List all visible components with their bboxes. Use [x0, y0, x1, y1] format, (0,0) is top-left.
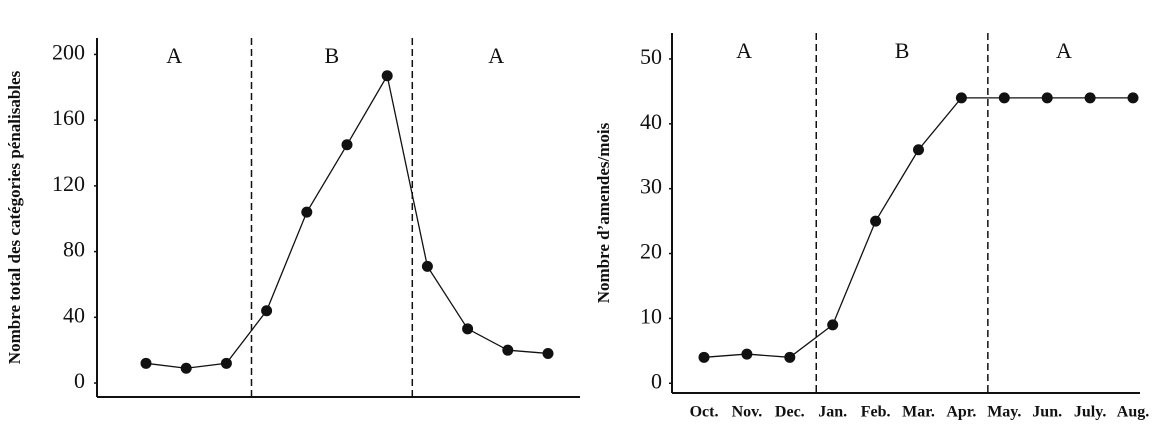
data-point	[1041, 92, 1053, 104]
y-tick-label: 0	[74, 368, 85, 393]
data-point	[998, 92, 1010, 104]
data-point	[140, 357, 152, 369]
data-point	[955, 92, 967, 104]
phase-label: B	[325, 43, 340, 68]
x-tick-label: Mar.	[902, 404, 935, 421]
x-tick-label: Aug.	[1117, 404, 1149, 421]
data-point	[870, 215, 882, 227]
data-point	[1084, 92, 1096, 104]
y-tick-label: 160	[52, 105, 85, 130]
data-point	[421, 260, 433, 272]
data-point	[341, 139, 353, 151]
x-tick-label: Nov.	[732, 404, 763, 421]
x-tick-label: Feb.	[861, 404, 891, 421]
data-point	[220, 357, 232, 369]
phase-label: A	[736, 38, 752, 63]
x-tick-label: July.	[1074, 404, 1106, 421]
data-point	[301, 206, 313, 218]
x-tick-label: Oct.	[690, 404, 719, 421]
data-point	[502, 344, 514, 356]
data-point	[261, 305, 273, 317]
phase-label: A	[166, 43, 182, 68]
data-point	[180, 362, 192, 374]
data-point	[827, 319, 839, 331]
x-tick-label: Apr.	[946, 404, 976, 421]
y-axis-title: Nombre d’amendes/mois	[594, 122, 613, 303]
data-point	[741, 348, 753, 360]
data-point	[784, 351, 796, 363]
data-point	[1127, 92, 1139, 104]
data-point	[462, 323, 474, 335]
data-point	[542, 347, 554, 359]
data-line	[145, 74, 549, 369]
y-tick-label: 0	[651, 368, 662, 393]
x-tick-label: Jun.	[1032, 404, 1062, 421]
data-point	[381, 70, 393, 82]
y-tick-label: 40	[63, 302, 85, 327]
y-tick-label: 10	[640, 303, 662, 328]
y-tick-label: 200	[52, 39, 85, 64]
y-tick-label: 50	[640, 44, 662, 69]
y-tick-label: 80	[63, 237, 85, 262]
y-axis-title: Nombre total des catégories pénalisables	[5, 70, 24, 364]
y-tick-label: 30	[640, 174, 662, 199]
y-tick-label: 40	[640, 109, 662, 134]
y-tick-label: 120	[52, 171, 85, 196]
data-point	[698, 351, 710, 363]
x-tick-label: Dec.	[775, 404, 805, 421]
y-tick-label: 20	[640, 239, 662, 264]
phase-label: B	[895, 38, 910, 63]
data-point	[913, 144, 924, 156]
x-tick-label: Jan.	[818, 404, 847, 421]
phase-label: A	[1056, 38, 1072, 63]
phase-label: A	[488, 43, 504, 68]
x-tick-label: May.	[987, 404, 1021, 421]
data-line	[703, 97, 1133, 358]
